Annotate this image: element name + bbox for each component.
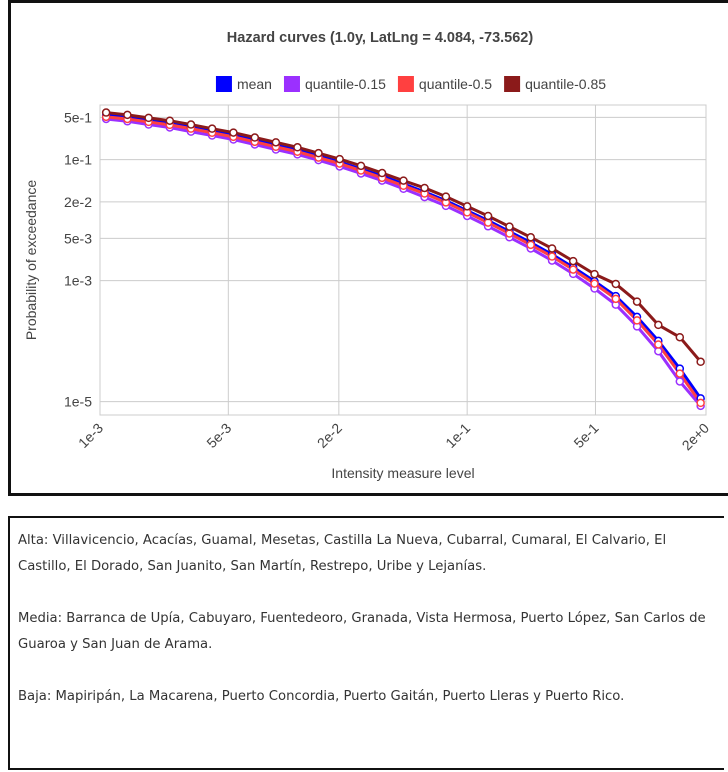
- data-point: [611, 294, 621, 304]
- data-point: [696, 357, 705, 367]
- data-point: [462, 202, 472, 211]
- data-point: [590, 279, 599, 288]
- data-point: [654, 346, 663, 356]
- y-tick-label: 1e-1: [64, 152, 92, 168]
- legend-swatch: [283, 76, 300, 92]
- data-point: [696, 398, 705, 408]
- legend: mean quantile-0.15 quantile-0.5 quantile-0.…: [215, 76, 606, 92]
- data-point: [654, 340, 663, 349]
- legend-label: mean: [237, 76, 272, 92]
- data-point: [335, 154, 344, 164]
- data-point: [505, 229, 514, 238]
- legend-swatch: [397, 76, 414, 92]
- x-axis-label: Intensity measure level: [331, 465, 474, 481]
- data-point: [207, 124, 217, 133]
- data-point: [483, 211, 493, 221]
- data-point: [420, 183, 429, 193]
- paragraph: Media: Barranca de Upía, Cabuyaro, Fuent…: [18, 611, 706, 652]
- y-tick-label: 2e-2: [64, 194, 92, 210]
- data-point: [526, 233, 535, 242]
- data-point: [250, 133, 260, 142]
- legend-label: quantile-0.15: [305, 76, 386, 92]
- data-point: [123, 110, 132, 120]
- data-point: [590, 269, 599, 279]
- paragraph: Baja: Mapiripán, La Macarena, Puerto Con…: [18, 689, 625, 704]
- data-point: [654, 320, 663, 330]
- data-point: [632, 297, 642, 306]
- data-point: [186, 120, 196, 129]
- data-point: [505, 222, 514, 231]
- data-point: [675, 377, 685, 386]
- chart: Hazard curves (1.0y, LatLng = 4.084, -73…: [8, 0, 728, 496]
- data-point: [568, 265, 578, 274]
- data-point: [271, 138, 281, 147]
- y-tick-label: 5e-3: [64, 230, 92, 246]
- data-point: [314, 148, 323, 158]
- data-point: [675, 332, 685, 342]
- data-point: [101, 108, 111, 117]
- data-point: [526, 240, 535, 250]
- legend-swatch: [215, 76, 232, 92]
- legend-swatch: [504, 76, 521, 92]
- data-point: [144, 113, 153, 123]
- paragraph: Alta: Villavicencio, Acacías, Guamal, Me…: [18, 533, 667, 574]
- data-point: [632, 316, 642, 325]
- data-point: [399, 176, 408, 185]
- plot-area: [99, 104, 707, 416]
- data-point: [377, 168, 387, 178]
- legend-label: quantile-0.85: [525, 76, 606, 92]
- y-tick-label: 1e-5: [64, 394, 92, 410]
- data-point: [547, 244, 557, 253]
- data-point: [441, 192, 451, 201]
- y-axis-label: Probability of exceedance: [23, 180, 39, 341]
- text-panel: Alta: Villavicencio, Acacías, Guamal, Me…: [8, 516, 724, 770]
- data-point: [356, 161, 366, 171]
- data-point: [547, 252, 557, 261]
- y-tick-label: 5e-1: [64, 109, 92, 125]
- data-point: [229, 128, 238, 137]
- y-tick-label: 1e-3: [64, 273, 92, 289]
- data-point: [568, 256, 578, 266]
- data-point: [675, 369, 685, 378]
- data-point: [293, 143, 302, 152]
- data-point: [611, 279, 621, 289]
- data-point: [165, 116, 175, 125]
- chart-title: Hazard curves (1.0y, LatLng = 4.084, -73…: [227, 30, 534, 46]
- legend-label: quantile-0.5: [419, 76, 492, 92]
